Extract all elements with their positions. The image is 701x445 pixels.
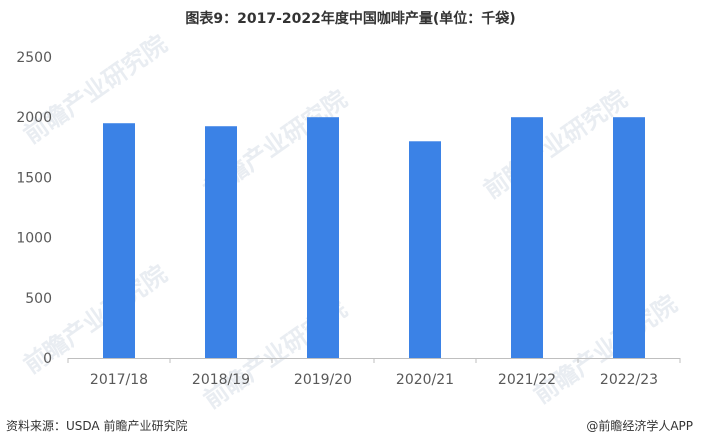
x-tick-label: 2019/20 [294, 372, 352, 388]
bar [307, 117, 339, 358]
chart-title: 图表9：2017-2022年度中国咖啡产量(单位：千袋) [185, 11, 516, 27]
y-tick-label: 1500 [16, 170, 52, 186]
x-tick-label: 2018/19 [192, 372, 250, 388]
x-tick-label: 2020/21 [396, 372, 454, 388]
bar [613, 117, 645, 358]
y-tick-label: 500 [25, 291, 52, 307]
x-tick-label: 2017/18 [90, 372, 148, 388]
x-tick-label: 2021/22 [498, 372, 556, 388]
y-tick-label: 1000 [16, 231, 52, 247]
x-tick-label: 2022/23 [600, 372, 658, 388]
app-credit: @前瞻经济学人APP [586, 419, 693, 433]
bar [103, 123, 135, 358]
source-note: 资料来源：USDA 前瞻产业研究院 [6, 419, 188, 433]
bar [205, 126, 237, 358]
y-tick-label: 2500 [16, 50, 52, 66]
y-tick-label: 0 [43, 351, 52, 367]
bar [409, 141, 441, 358]
y-tick-label: 2000 [16, 110, 52, 126]
bar [511, 117, 543, 358]
